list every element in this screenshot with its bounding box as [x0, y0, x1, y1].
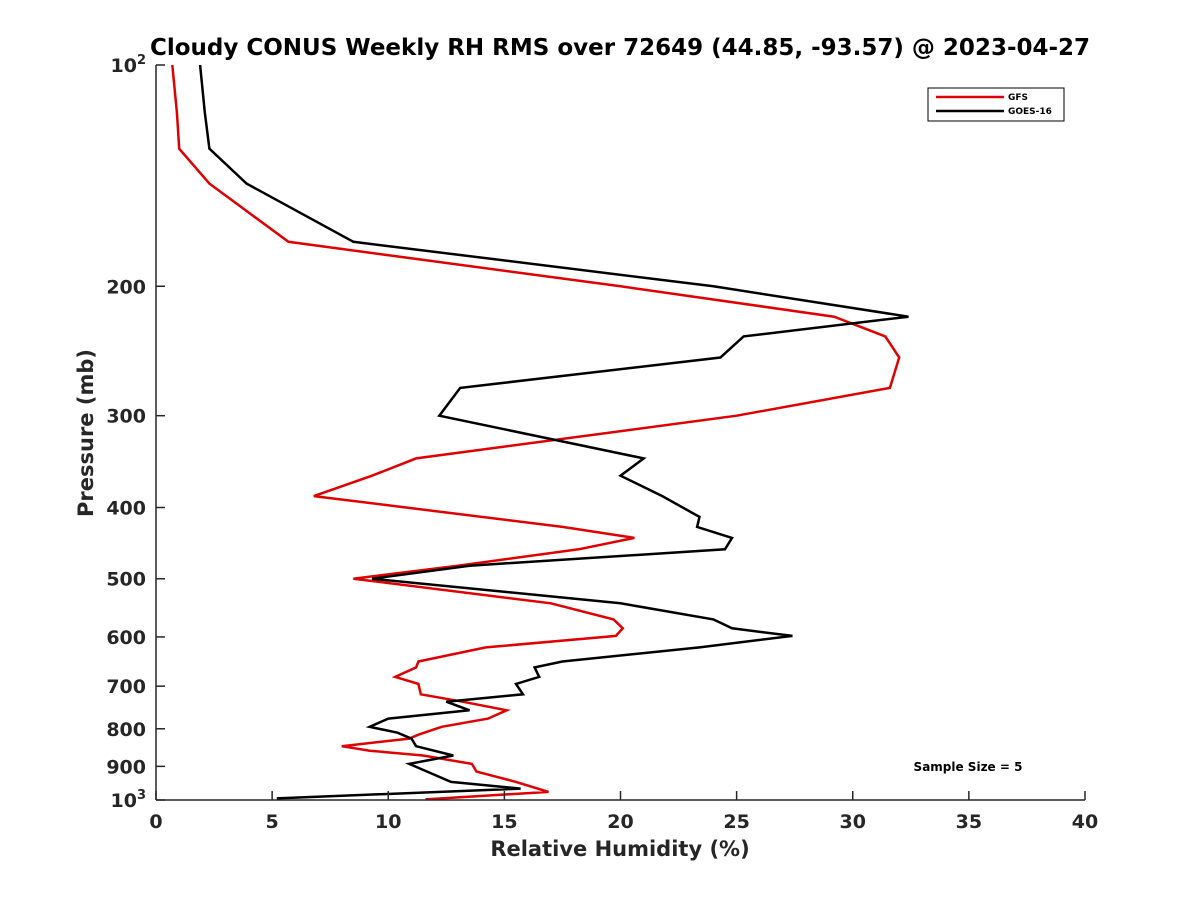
- chart-title: Cloudy CONUS Weekly RH RMS over 72649 (4…: [150, 35, 1090, 61]
- y-axis-label: Pressure (mb): [74, 349, 98, 517]
- x-tick-label: 35: [956, 811, 982, 833]
- y-tick-label: 600: [106, 627, 146, 649]
- legend-box: [927, 87, 1065, 122]
- y-tick-label: 102: [111, 53, 147, 77]
- x-tick-label: 10: [375, 811, 401, 833]
- x-tick-label: 25: [723, 811, 749, 833]
- y-tick-label: 200: [106, 276, 146, 298]
- x-tick-label: 0: [149, 811, 162, 833]
- x-axis-label: Relative Humidity (%): [490, 837, 749, 861]
- y-tick-label: 700: [106, 676, 146, 698]
- x-tick-label: 30: [840, 811, 866, 833]
- y-tick-label: 900: [106, 756, 146, 778]
- series-line-2: [198, 64, 909, 800]
- y-axis-ticks: 102 200 300 400 500 600 700 800 900 103: [106, 53, 165, 812]
- axes: [155, 65, 1085, 801]
- y-tick-label: 103: [111, 788, 147, 812]
- x-axis-ticks: 0 5 10 15 20 25 30 35 40: [149, 791, 1098, 833]
- x-tick-label: 20: [607, 811, 633, 833]
- legend-label: GFS: [1008, 93, 1028, 103]
- x-tick-label: 5: [266, 811, 279, 833]
- y-tick-label: 300: [106, 406, 146, 428]
- x-tick-label: 40: [1072, 811, 1098, 833]
- y-tick-label: 800: [106, 719, 146, 741]
- sample-size-annotation: Sample Size = 5: [914, 760, 1023, 774]
- y-tick-label: 400: [106, 498, 146, 520]
- y-tick-label: 500: [106, 569, 146, 591]
- legend-label: GOES-16: [1008, 107, 1052, 117]
- legend: GFS GOES-16: [927, 87, 1065, 122]
- x-tick-label: 15: [491, 811, 517, 833]
- series-line-1: [171, 64, 901, 801]
- plot-lines: [171, 64, 909, 801]
